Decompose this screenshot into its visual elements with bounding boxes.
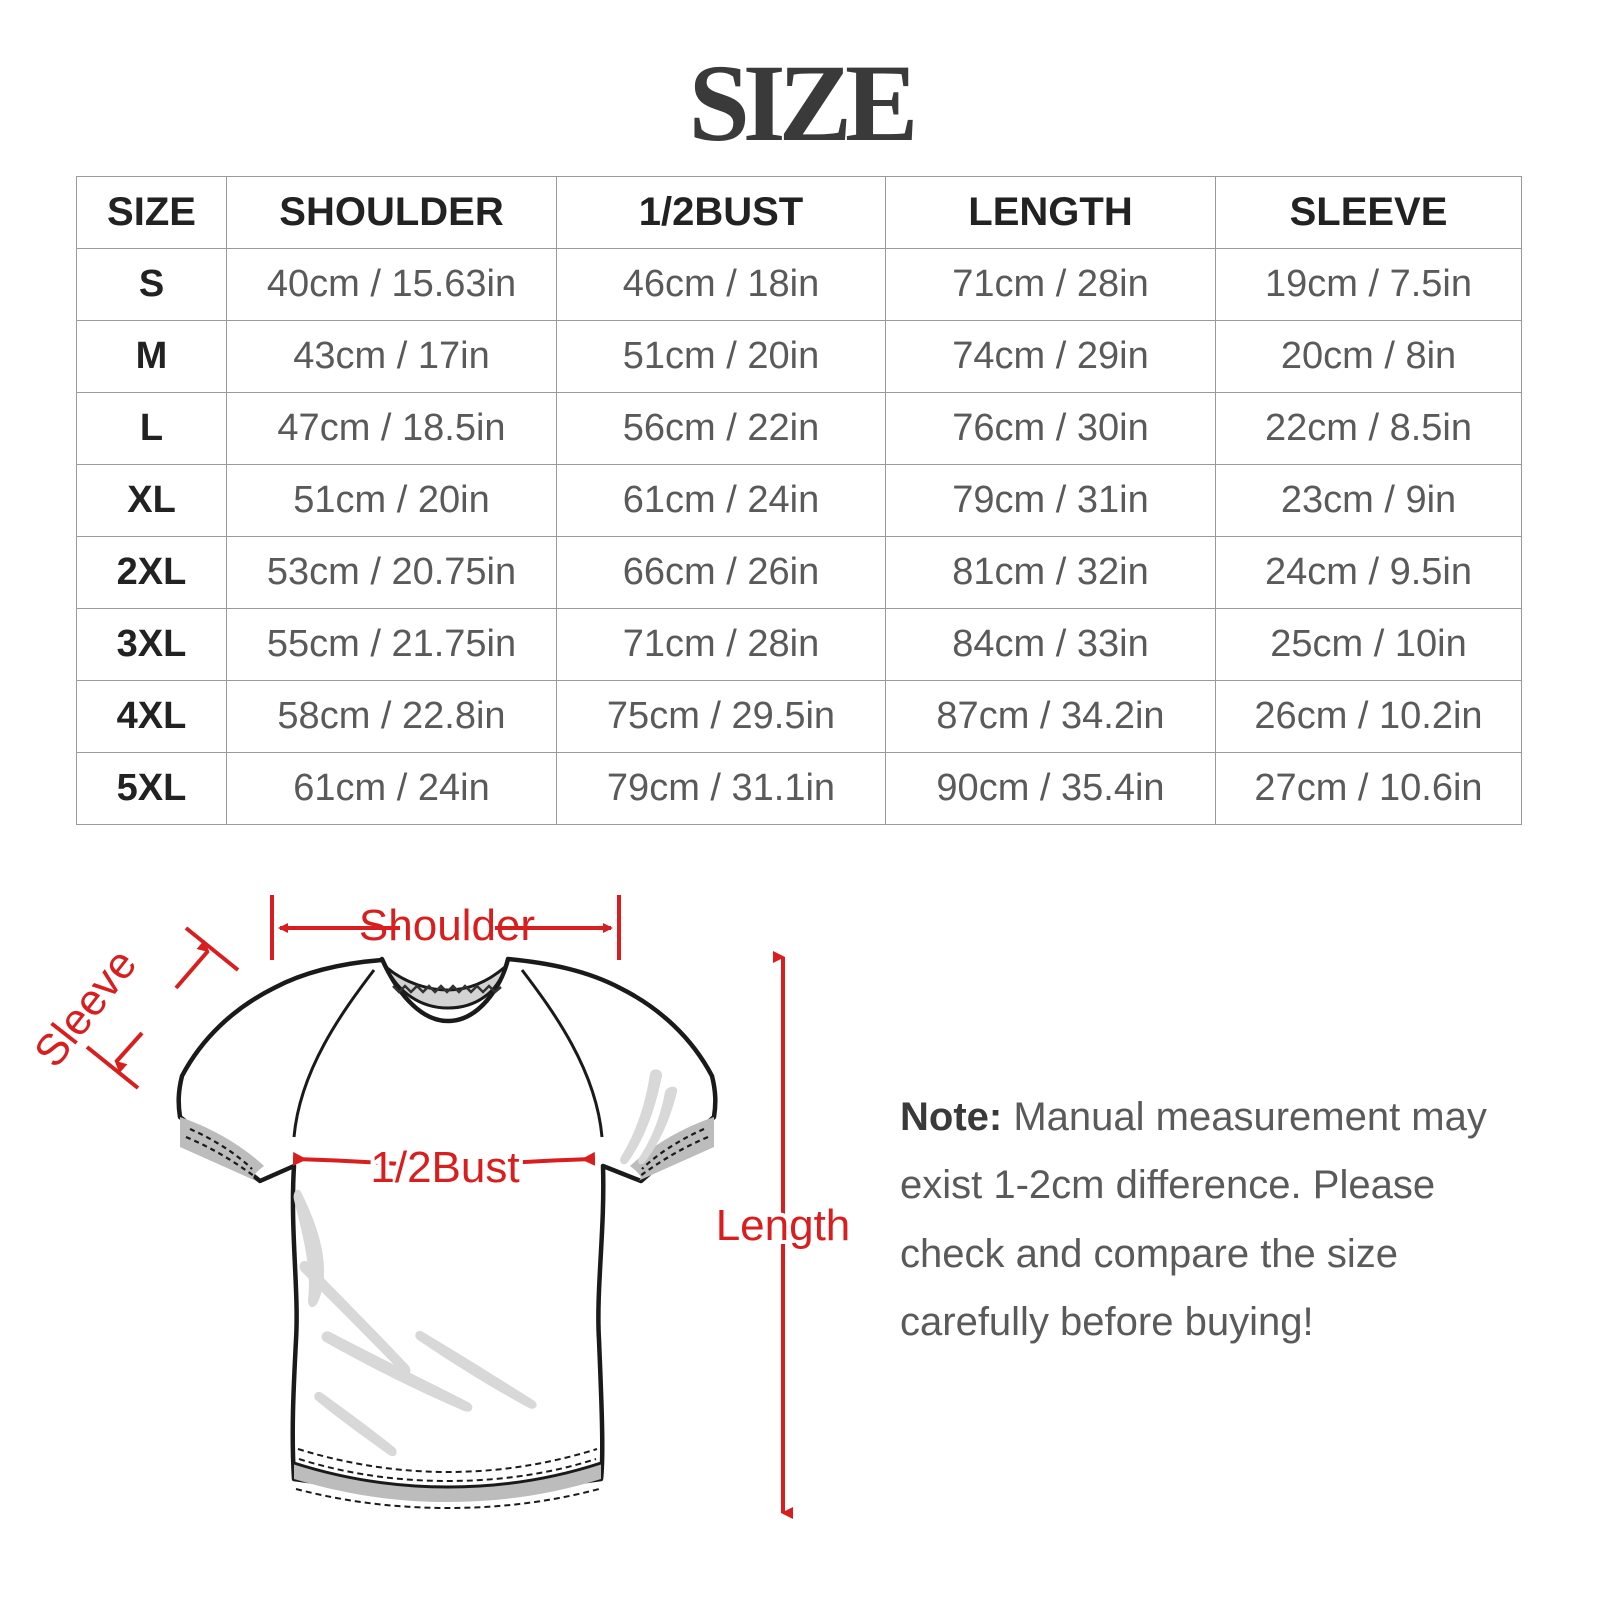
svg-text:Sleeve: Sleeve — [25, 940, 146, 1076]
svg-text:Length: Length — [716, 1201, 851, 1250]
svg-text:Shoulder: Shoulder — [359, 901, 535, 950]
svg-text:1/2Bust: 1/2Bust — [370, 1143, 519, 1192]
